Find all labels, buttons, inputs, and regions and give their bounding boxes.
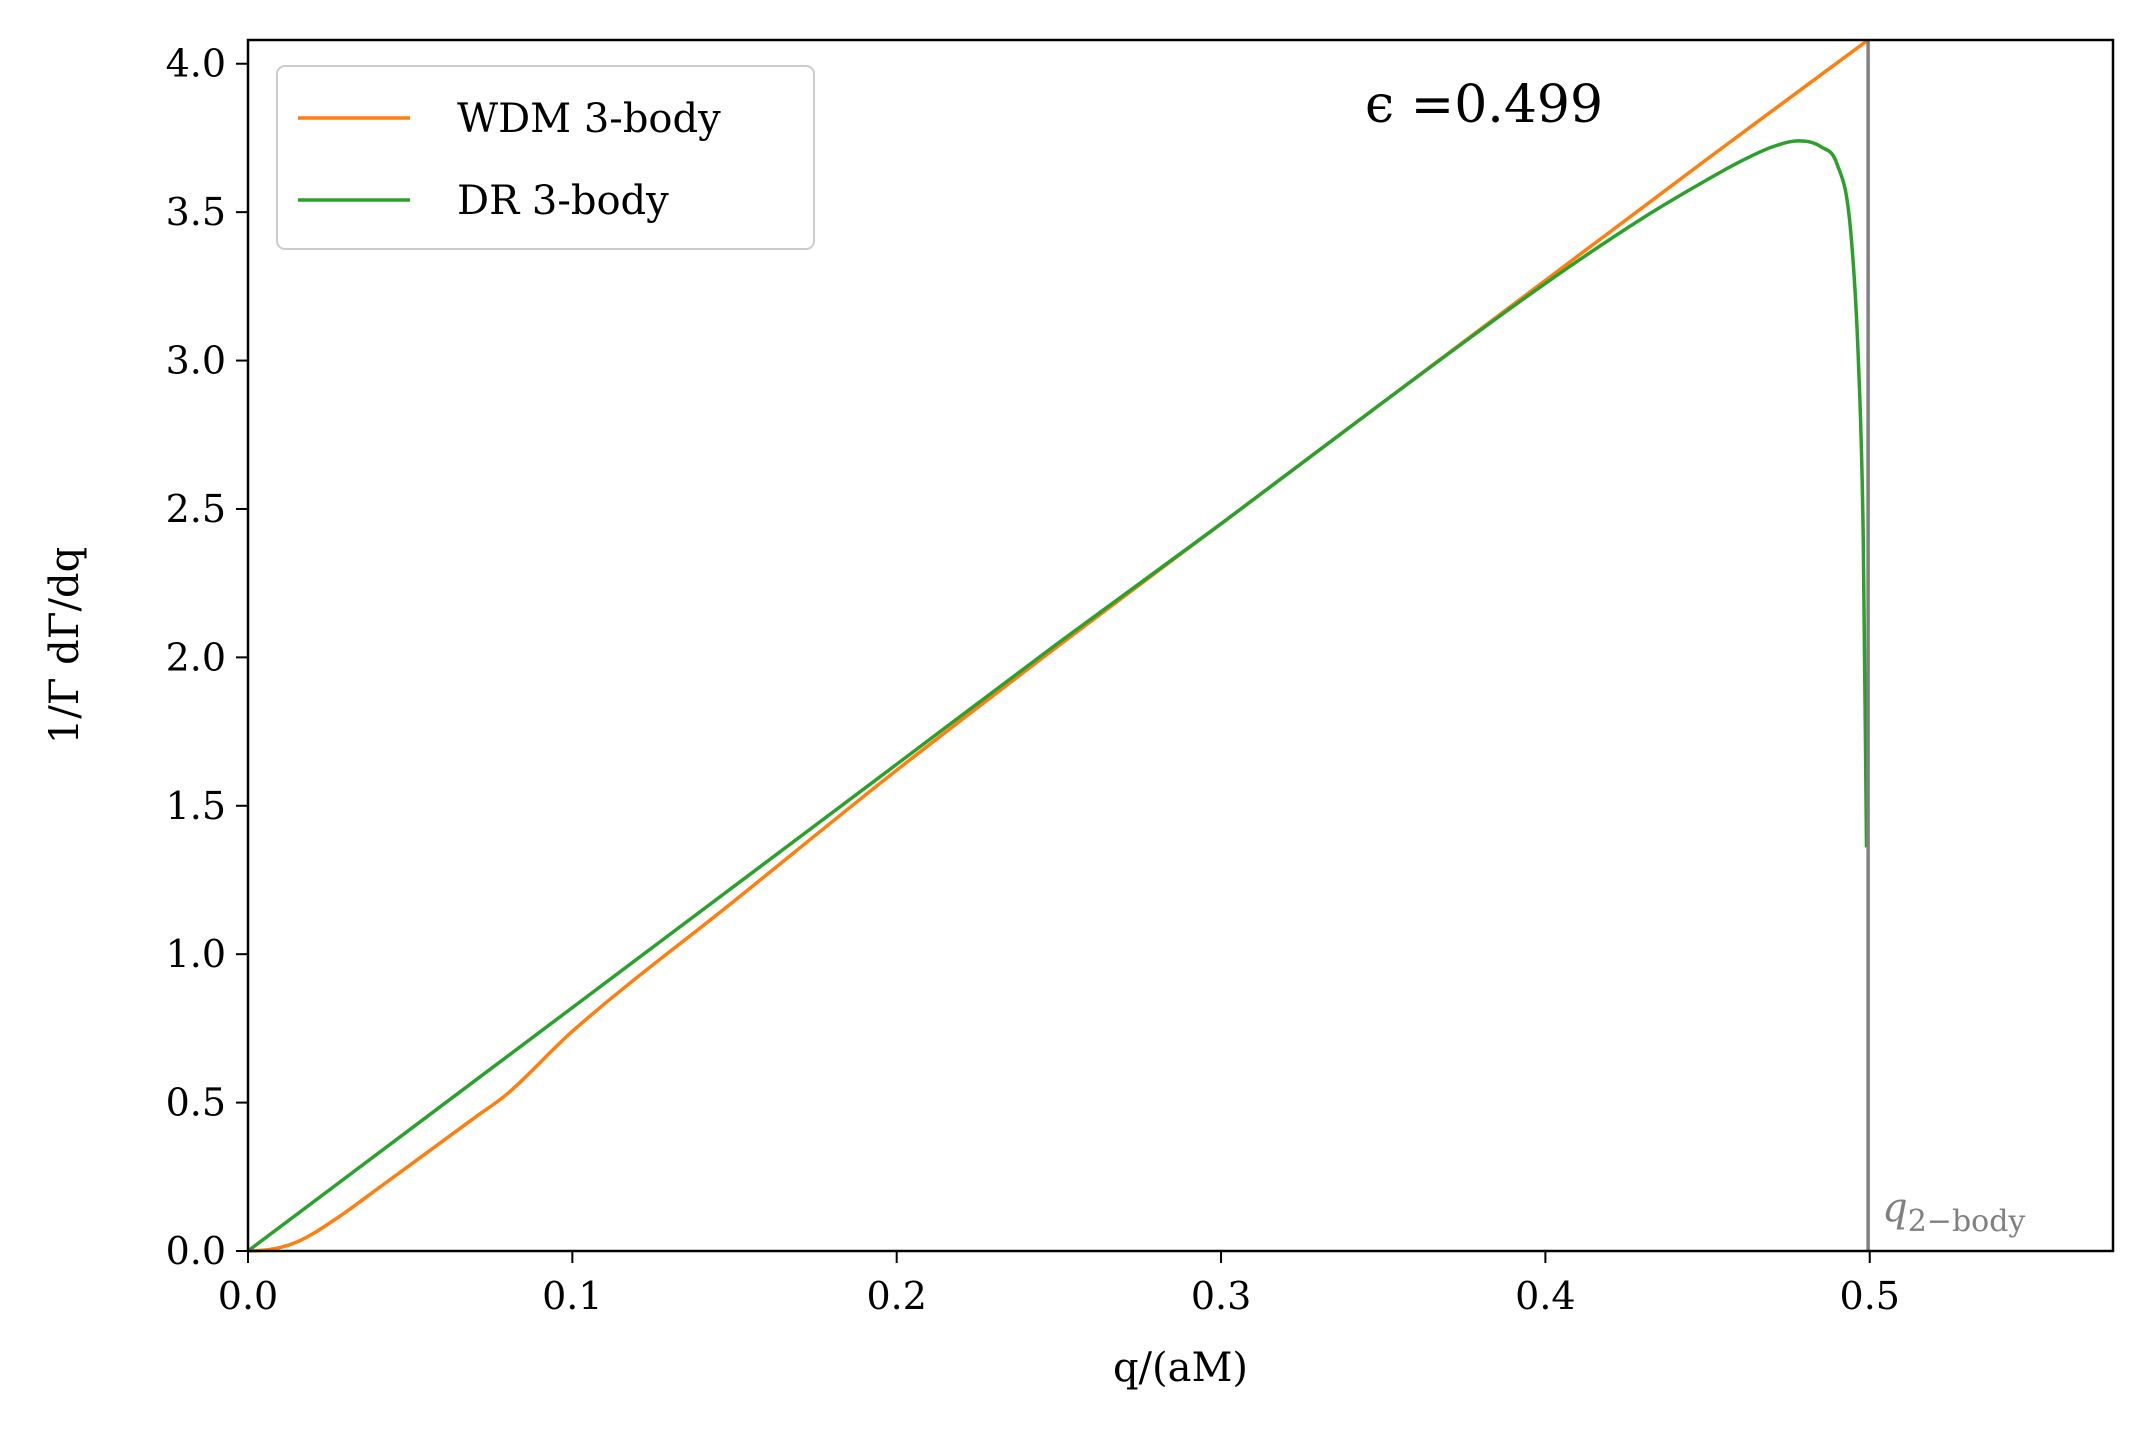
x-tick-label: 0.5 <box>1840 1274 1900 1318</box>
x-ticks: 0.0 0.1 0.2 0.3 0.4 0.5 <box>218 1251 1900 1318</box>
x-tick-label: 0.1 <box>542 1274 602 1318</box>
y-axis-label-text: 1/Γ dΓ/dq <box>42 547 88 744</box>
series-layer <box>246 38 1870 1253</box>
y-tick-label: 4.0 <box>166 42 226 86</box>
y-tick-label: 3.0 <box>166 339 226 383</box>
x-axis-label: q/(aM) <box>1113 1345 1248 1391</box>
epsilon-annotation: ϵ =0.499 <box>1365 75 1603 135</box>
y-tick-label: 3.5 <box>166 190 226 234</box>
y-axis-label: 1/Γ dΓ/dq <box>42 547 88 744</box>
legend-label-wdm: WDM 3-body <box>457 96 721 142</box>
y-tick-label: 0.0 <box>166 1229 226 1273</box>
y-tick-label: 1.5 <box>166 784 226 828</box>
legend: WDM 3-body DR 3-body <box>276 65 815 250</box>
plot-frame <box>246 38 2115 1253</box>
x-tick-label: 0.4 <box>1515 1274 1575 1318</box>
vertical-marker-layer: q2−body <box>1866 40 2025 1251</box>
legend-box <box>276 65 815 250</box>
y-tick-label: 1.0 <box>166 932 226 976</box>
y-tick-label: 2.5 <box>166 487 226 531</box>
series-line-dr <box>246 139 1869 1253</box>
q-2body-marker-label: q2−body <box>1882 1185 2025 1239</box>
x-tick-label: 0.0 <box>218 1274 278 1318</box>
y-tick-label: 2.0 <box>166 635 226 679</box>
y-ticks: 0.0 0.5 1.0 1.5 2.0 2.5 3.0 3.5 4.0 <box>166 42 248 1273</box>
y-tick-label: 0.5 <box>166 1081 226 1125</box>
x-tick-label: 0.3 <box>1191 1274 1251 1318</box>
x-tick-label: 0.2 <box>866 1274 926 1318</box>
legend-label-dr: DR 3-body <box>457 178 669 224</box>
